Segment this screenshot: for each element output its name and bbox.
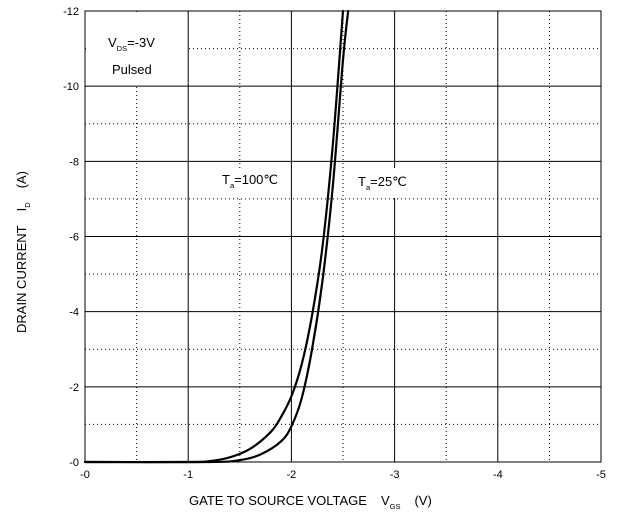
y-tick-label: -12: [63, 6, 79, 18]
x-tick-label: -2: [287, 469, 297, 481]
y-tick-labels: -0 -2 -4 -6 -8 -10 -12: [63, 6, 79, 469]
ta100-label-bg: [214, 168, 290, 198]
x-tick-label: -1: [183, 469, 193, 481]
series-layer: [83, 9, 350, 464]
y-tick-label: -4: [69, 307, 79, 319]
vds-annotation: VDS=-3V: [108, 35, 155, 53]
y-tick-label: -8: [69, 156, 79, 168]
ta100-annotation: Ta=100℃: [222, 172, 278, 190]
x-tick-labels: -0 -1 -2 -3 -4 -5: [80, 469, 606, 481]
y-tick-label: -2: [69, 382, 79, 394]
series-line-ta-25c: [83, 9, 350, 464]
x-tick-label: -0: [80, 469, 90, 481]
annotation-box: [89, 13, 187, 84]
y-tick-label: -6: [69, 232, 79, 244]
y-tick-label: -10: [63, 81, 79, 93]
y-axis-label: DRAIN CURRENTID(A): [14, 171, 32, 333]
x-axis-label: GATE TO SOURCE VOLTAGE VGS (V): [189, 493, 432, 511]
pulsed-annotation: Pulsed: [112, 62, 152, 77]
ta25-label-bg: [352, 168, 422, 198]
ta25-annotation: Ta=25℃: [358, 174, 407, 192]
x-tick-label: -5: [596, 469, 606, 481]
y-tick-label: -0: [69, 457, 79, 469]
major-grid: [85, 11, 601, 462]
x-tick-label: -3: [390, 469, 400, 481]
x-tick-label: -4: [493, 469, 503, 481]
